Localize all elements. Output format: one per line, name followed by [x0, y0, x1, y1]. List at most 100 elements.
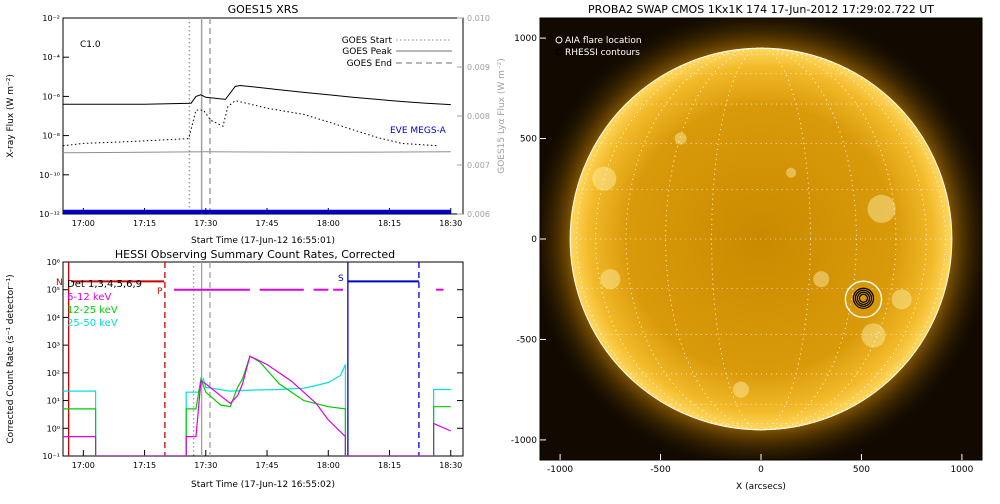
- flag-label-p: P: [157, 287, 163, 297]
- hessi-marker-group: [67, 262, 420, 456]
- goes-class-annotation: C1.0: [80, 40, 101, 50]
- swap-image-title: PROBA2 SWAP CMOS 1Kx1K 174 17-Jun-2012 1…: [588, 3, 934, 16]
- goes-xrs-panel: GOES15 XRS 10⁻² 10⁻⁴ 10⁻⁶ 10⁻⁸ 10⁻¹⁰ 10⁻¹² 0.…: [6, 3, 507, 246]
- goes-plot-frame: [62, 17, 464, 215]
- hessi-legend: Det 1,3,4,5,6,9 6-12 keV 12-25 keV 25-50…: [67, 279, 142, 329]
- swap-x-tick-label: 500: [853, 465, 870, 475]
- goes-series-group: [63, 84, 451, 214]
- hessi-x-tick-label: 18:15: [378, 461, 401, 470]
- goes-y-tick-group: 10⁻² 10⁻⁴ 10⁻⁶ 10⁻⁸ 10⁻¹⁰ 10⁻¹²: [39, 14, 69, 219]
- legend-goes-end-label: GOES End: [347, 59, 392, 69]
- hessi-series-line: [63, 355, 452, 456]
- hessi-y-tick-label: 10³: [47, 341, 60, 350]
- legend-goes-peak-label: GOES Peak: [342, 47, 392, 57]
- rhessi-contour-ring: [856, 291, 871, 305]
- goes-x-tick-label: 17:00: [72, 219, 95, 228]
- sun-image-group: [540, 18, 982, 460]
- swap-x-tick-label: -500: [650, 465, 671, 475]
- longitude-line: [576, 47, 946, 431]
- eve-megs-annotation: EVE MEGS-A: [390, 126, 447, 136]
- bright-region: [592, 166, 617, 191]
- hessi-x-tick-label: 17:00: [72, 461, 95, 470]
- goes-x-tick-label: 17:45: [256, 219, 279, 228]
- legend-goes-start-label: GOES Start: [342, 36, 393, 46]
- goes-y-tick-label: 10⁻¹⁰: [39, 171, 60, 180]
- sun-lat-lon-grid: [570, 47, 952, 431]
- hessi-x-axis-label: Start Time (17-Jun-12 16:55:02): [191, 480, 335, 490]
- hessi-x-tick-label: 17:45: [256, 461, 279, 470]
- sun-bright-regions: [592, 132, 912, 398]
- goes-x-tick-label: 18:30: [439, 219, 462, 228]
- bright-region: [813, 271, 830, 288]
- hessi-series-line: [63, 355, 451, 456]
- goes-series-line: [63, 100, 439, 147]
- hessi-chart-title: HESSI Observing Summary Count Rates, Cor…: [115, 248, 395, 261]
- goes-y-tick-label: 10⁻¹²: [39, 210, 60, 219]
- bright-region: [732, 381, 749, 398]
- rhessi-contour-ring: [858, 293, 869, 303]
- swap-y-tick-label: 0: [531, 235, 537, 245]
- hessi-y-tick-label: 10²: [47, 369, 60, 378]
- goes-y2-tick-label: 0.009: [467, 63, 490, 72]
- flag-label-n: N: [56, 278, 63, 288]
- goes-legend: GOES Start GOES Peak GOES End: [342, 36, 452, 69]
- solar-limb-circle: [569, 47, 953, 431]
- goes-y-tick-label: 10⁻⁶: [42, 92, 60, 101]
- hessi-x-tick-label: 17:15: [133, 461, 156, 470]
- hessi-x-tick-label: 18:00: [317, 461, 340, 470]
- hessi-y-tick-label: 10⁴: [47, 313, 60, 322]
- swap-x-tick-label: -1000: [547, 465, 573, 475]
- hessi-x-tick-label: 18:30: [439, 461, 462, 470]
- legend-6-12-kev: 6-12 keV: [67, 292, 111, 303]
- swap-x-tick-label: 1000: [950, 465, 973, 475]
- hessi-series-group: [63, 355, 452, 456]
- goes-y-tick-label: 10⁻⁸: [42, 132, 60, 141]
- hessi-y-tick-label: 10⁻¹: [42, 452, 60, 461]
- swap-x-tick-label: 0: [758, 465, 764, 475]
- bright-region: [891, 289, 912, 310]
- goes-x-tick-label: 18:00: [317, 219, 340, 228]
- goes-y-axis-label: X-ray Flux (W m⁻²): [6, 74, 16, 158]
- hessi-y-axis-label: Corrected Count Rate (s⁻¹ detector⁻¹): [6, 274, 16, 443]
- aia-flare-location-circle: [844, 280, 883, 319]
- hessi-y-tick-label: 10⁰: [47, 424, 60, 433]
- legend-aia-symbol: [555, 36, 563, 44]
- goes-y-tick-label: 10⁻²: [42, 14, 60, 23]
- swap-x-axis-label: X (arcsecs): [736, 482, 786, 492]
- swap-x-tick-group: -1000 -500 0 500 1000: [547, 454, 974, 475]
- goes-series-line: [63, 84, 451, 106]
- goes-y2-tick-group: 0.010 0.009 0.008 0.007 0.006: [457, 14, 490, 219]
- goes-series-line: [63, 151, 451, 154]
- goes-y2-tick-label: 0.010: [467, 14, 490, 23]
- legend-12-25-kev: 12-25 keV: [67, 305, 118, 316]
- hessi-x-tick-label: 17:30: [194, 461, 217, 470]
- hessi-y-tick-label: 10¹: [47, 397, 60, 406]
- longitude-line: [625, 47, 897, 431]
- bright-region: [786, 167, 797, 178]
- hessi-y-tick-label: 10⁵: [47, 286, 60, 295]
- bright-region: [600, 269, 621, 290]
- rhessi-contour-ring: [852, 287, 875, 309]
- legend-aia-flare-location: AIA flare location: [565, 36, 642, 46]
- swap-legend: AIA flare location RHESSI contours: [555, 36, 642, 58]
- swap-y-tick-label: 500: [520, 135, 537, 145]
- goes-time-marker-group: [188, 18, 211, 214]
- legend-detectors: Det 1,3,4,5,6,9: [67, 279, 142, 290]
- hessi-y-tick-label: 10⁶: [47, 258, 60, 267]
- flag-label-s: S: [338, 274, 344, 284]
- goes-x-axis-label: Start Time (17-Jun-12 16:55:01): [191, 236, 335, 246]
- swap-y-tick-group: 1000 500 0 -500 -1000: [511, 34, 546, 446]
- swap-y-tick-label: -500: [517, 335, 538, 345]
- bright-region: [861, 323, 886, 348]
- goes-x-tick-label: 17:30: [194, 219, 217, 228]
- hessi-flag-group: [71, 280, 444, 291]
- swap-image-panel: PROBA2 SWAP CMOS 1Kx1K 174 17-Jun-2012 1…: [511, 3, 983, 492]
- goes-y-tick-label: 10⁻⁴: [42, 53, 60, 62]
- goes-y2-axis-label: GOES15 Lyα Flux (W m⁻²): [497, 58, 507, 174]
- goes-y2-tick-label: 0.007: [467, 161, 490, 170]
- goes-y2-tick-label: 0.008: [467, 112, 490, 121]
- legend-25-50-kev: 25-50 keV: [67, 318, 118, 329]
- goes-chart-title: GOES15 XRS: [228, 3, 299, 16]
- rhessi-contours: [852, 287, 875, 309]
